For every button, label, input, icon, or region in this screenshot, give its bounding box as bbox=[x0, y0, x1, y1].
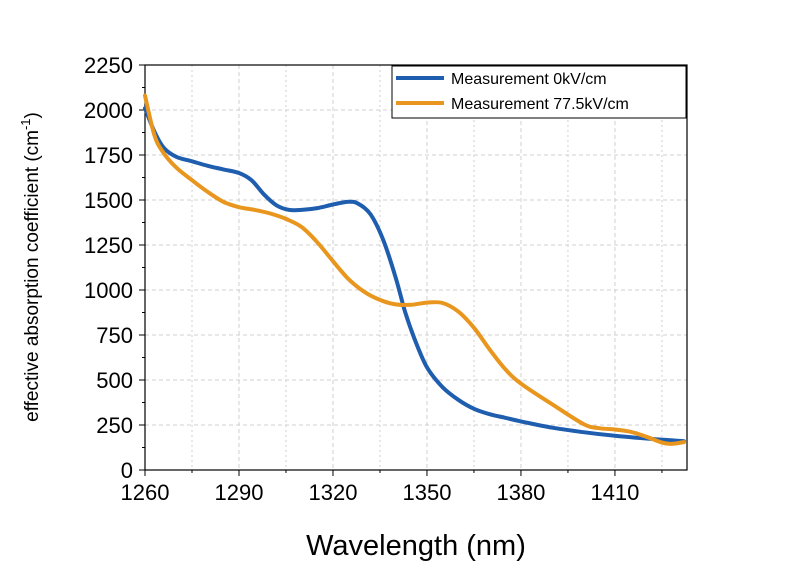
x-tick-label: 1380 bbox=[496, 480, 545, 505]
y-tick-label: 500 bbox=[96, 368, 133, 393]
y-tick-label: 750 bbox=[96, 323, 133, 348]
y-tick-label: 1750 bbox=[84, 143, 133, 168]
x-tick-label: 1260 bbox=[121, 480, 170, 505]
y-axis-title: effective absorption coefficient (cm-1) bbox=[18, 112, 43, 422]
y-tick-label: 1000 bbox=[84, 278, 133, 303]
legend-label-series-1: Measurement 77.5kV/cm bbox=[451, 96, 629, 113]
x-tick-label: 1350 bbox=[402, 480, 451, 505]
series-line-1 bbox=[143, 93, 686, 446]
y-axis-title-superscript: -1 bbox=[18, 118, 33, 130]
series-line-0 bbox=[143, 106, 686, 444]
y-tick-label: 1250 bbox=[84, 233, 133, 258]
y-axis-title-tail: ) bbox=[22, 112, 43, 118]
series-layer bbox=[143, 93, 686, 446]
legend-box bbox=[391, 65, 687, 119]
y-tick-label: 2000 bbox=[84, 98, 133, 123]
grid-lines bbox=[145, 65, 687, 470]
y-tick-label: 1500 bbox=[84, 188, 133, 213]
x-tick-label: 1320 bbox=[309, 480, 358, 505]
plot-area-frame bbox=[144, 64, 688, 471]
legend: Measurement 0kV/cm Measurement 77.5kV/cm bbox=[391, 65, 687, 119]
x-axis-title: Wavelength (nm) bbox=[306, 530, 526, 562]
x-tick-label: 1410 bbox=[590, 480, 639, 505]
legend-label-series-0: Measurement 0kV/cm bbox=[451, 71, 607, 88]
y-tick-label: 0 bbox=[121, 458, 133, 483]
y-tick-label: 2250 bbox=[84, 53, 133, 78]
y-tick-label: 250 bbox=[96, 413, 133, 438]
y-axis-title-main: effective absorption coefficient (cm bbox=[22, 130, 43, 422]
x-tick-label: 1290 bbox=[215, 480, 264, 505]
axis-ticks: 1260 1290 1320 1350 1380 1410 0 250 500 750 1000 12… bbox=[84, 53, 663, 505]
